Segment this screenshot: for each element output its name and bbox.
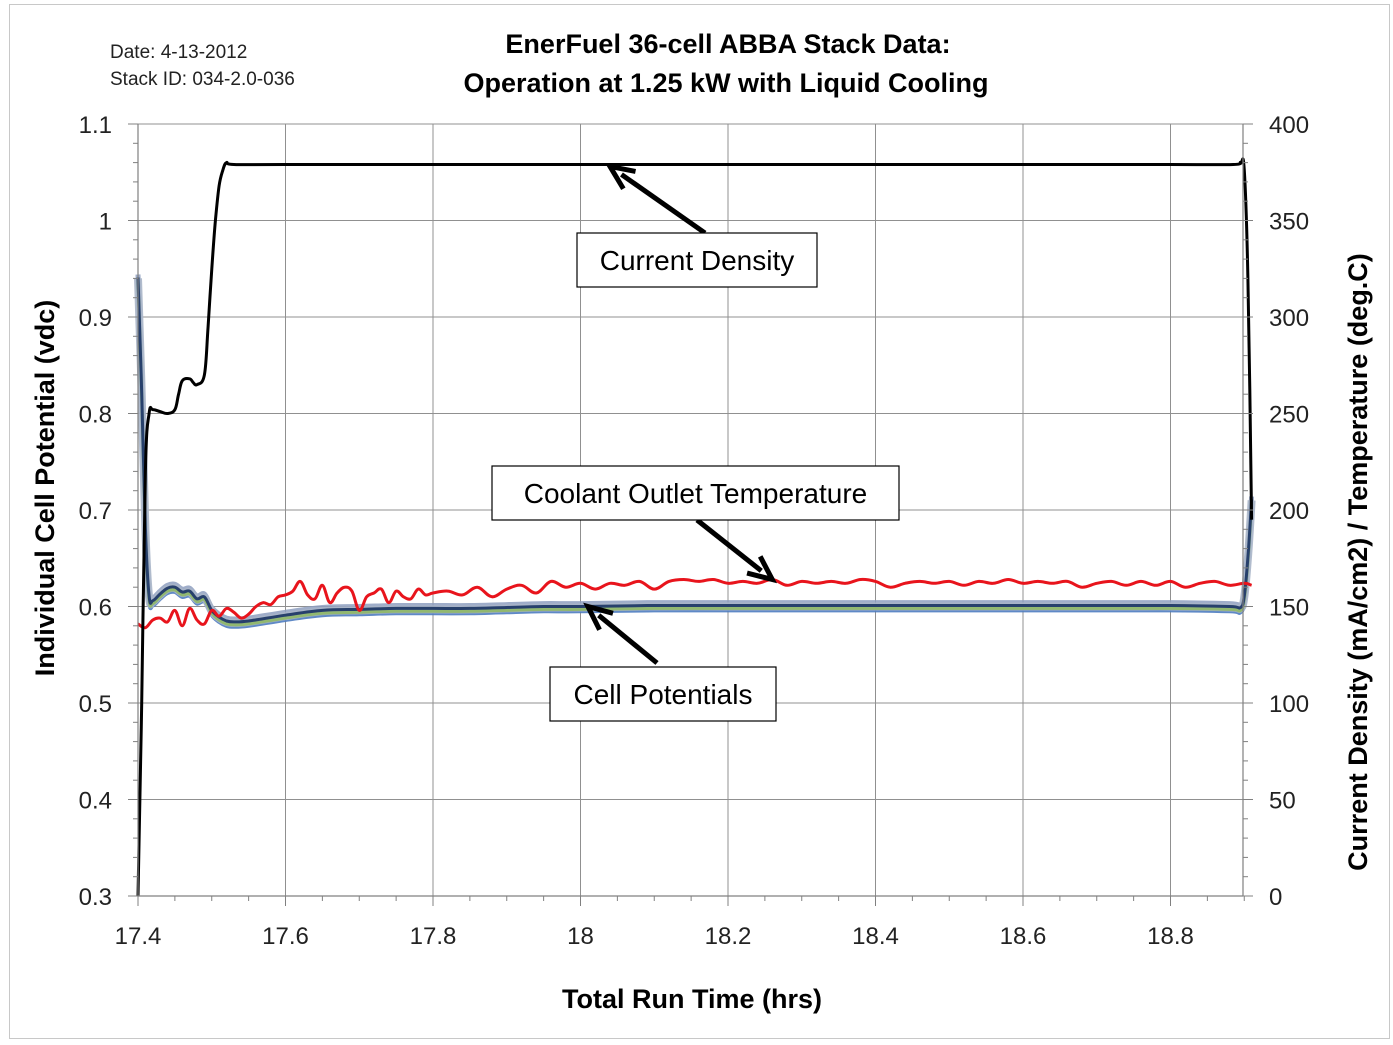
- x-tick-label: 18.6: [1000, 923, 1047, 950]
- annotation-label: Current Density: [600, 245, 795, 276]
- annotation-arrow-shaft: [620, 172, 707, 236]
- annotation-label: Coolant Outlet Temperature: [524, 478, 867, 509]
- y-left-tick-label: 0.7: [79, 498, 112, 525]
- annotation-layer: Current Density Coolant Outlet Temperatur…: [491, 162, 900, 722]
- y-right-tick-label: 0: [1269, 884, 1282, 911]
- y-left-tick-label: 0.4: [79, 788, 112, 815]
- series-layer: [134, 157, 1256, 897]
- x-tick-label: 18.4: [852, 923, 899, 950]
- chart-title-line1: EnerFuel 36-cell ABBA Stack Data:: [505, 29, 950, 59]
- y-left-tick-label: 1: [99, 209, 112, 236]
- y-left-axis-title: Individual Cell Potential (vdc): [30, 300, 60, 677]
- date-label: Date: 4-13-2012: [110, 42, 247, 63]
- annotation-arrow-head: [746, 555, 778, 584]
- y-left-tick-label: 0.5: [79, 691, 112, 718]
- axis-layer: 0.3 0.4 0.5 0.6 0.7 0.8 0.9 1 1.1 0 50 100 150 200 250…: [79, 112, 1309, 950]
- chart-title-line2: Operation at 1.25 kW with Liquid Cooling: [463, 68, 988, 98]
- annotation-box: [491, 465, 900, 521]
- y-right-tick-label: 350: [1269, 209, 1309, 236]
- y-right-tick-label: 150: [1269, 595, 1309, 622]
- annotation-arrow-shaft: [695, 518, 763, 573]
- x-tick-label: 18.8: [1147, 923, 1194, 950]
- y-right-tick-label: 100: [1269, 691, 1309, 718]
- x-tick-label: 17.4: [115, 923, 162, 950]
- annotation-arrow-shaft: [597, 613, 659, 665]
- y-right-axis-title: Current Density (mA/cm2) / Temperature (…: [1343, 253, 1373, 871]
- x-tick-label: 17.6: [262, 923, 309, 950]
- x-tick-label: 18: [567, 923, 594, 950]
- x-tick-label: 17.8: [410, 923, 457, 950]
- y-right-tick-label: 50: [1269, 788, 1296, 815]
- current-density-line: [136, 157, 1254, 897]
- y-left-tick-label: 0.9: [79, 305, 112, 332]
- coolant-temperature-line: [137, 577, 1253, 630]
- annotation-box: [576, 232, 818, 288]
- annotation-arrow-head: [604, 162, 637, 191]
- y-left-tick-label: 0.6: [79, 595, 112, 622]
- y-right-tick-label: 250: [1269, 402, 1309, 429]
- annotation-arrow-head: [583, 602, 614, 631]
- x-axis-title: Total Run Time (hrs): [562, 984, 822, 1014]
- annotation-label: Cell Potentials: [574, 679, 753, 710]
- y-right-tick-label: 200: [1269, 498, 1309, 525]
- y-left-tick-label: 1.1: [79, 112, 112, 139]
- stack-id-label: Stack ID: 034-2.0-036: [110, 69, 295, 90]
- y-left-tick-label: 0.8: [79, 402, 112, 429]
- y-left-tick-label: 0.3: [79, 884, 112, 911]
- x-tick-label: 18.2: [705, 923, 752, 950]
- annotation-box: [549, 666, 777, 722]
- y-right-tick-label: 300: [1269, 305, 1309, 332]
- y-right-tick-label: 400: [1269, 112, 1309, 139]
- cell-potential-line-4: [136, 280, 1254, 627]
